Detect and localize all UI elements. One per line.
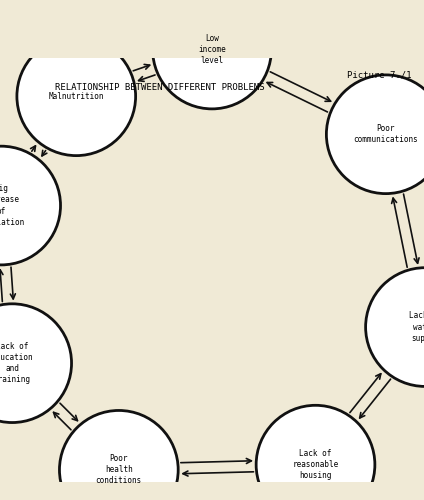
Circle shape [153, 0, 271, 109]
Text: Big
increase
of
population: Big increase of population [0, 184, 24, 226]
Text: RELATIONSHIP BETWEEN DIFFERENT PROBLEMS: RELATIONSHIP BETWEEN DIFFERENT PROBLEMS [55, 83, 265, 92]
Text: Malnutrition: Malnutrition [48, 92, 104, 101]
Text: Lack of
education
and
training: Lack of education and training [0, 342, 33, 384]
Text: Lack of
water
supply: Lack of water supply [409, 312, 424, 342]
Circle shape [59, 410, 178, 500]
Circle shape [326, 75, 424, 194]
Text: Poor
health
conditions: Poor health conditions [96, 454, 142, 486]
Text: Low
income
level: Low income level [198, 34, 226, 65]
Circle shape [256, 406, 375, 500]
Circle shape [365, 268, 424, 386]
Text: Lack of
reasonable
housing: Lack of reasonable housing [293, 449, 339, 480]
Circle shape [0, 304, 72, 422]
Text: Poor
communications: Poor communications [353, 124, 418, 144]
Circle shape [17, 37, 136, 156]
Circle shape [0, 146, 61, 265]
Text: Picture 7./1: Picture 7./1 [347, 70, 411, 80]
